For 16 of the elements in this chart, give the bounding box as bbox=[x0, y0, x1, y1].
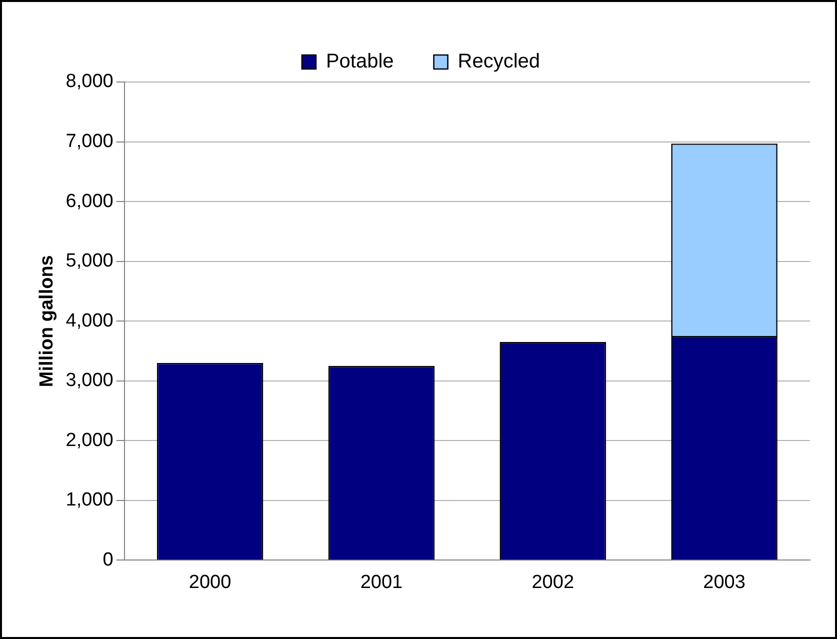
y-tick-label: 0 bbox=[102, 549, 114, 570]
x-tick-label: 2001 bbox=[360, 572, 403, 593]
y-tick-label: 7,000 bbox=[66, 131, 114, 152]
y-axis-title: Million gallons bbox=[36, 255, 58, 388]
y-tick-label: 6,000 bbox=[66, 190, 114, 212]
x-tick-label: 2000 bbox=[188, 572, 232, 593]
y-tick-label: 3,000 bbox=[66, 370, 114, 392]
legend-label: Potable bbox=[326, 50, 394, 73]
y-tick-label: 5,000 bbox=[66, 250, 114, 272]
x-tick-label: 2003 bbox=[703, 572, 746, 593]
y-tick-label: 2,000 bbox=[66, 430, 114, 451]
y-tick-label: 4,000 bbox=[66, 310, 114, 332]
y-tick-label: 8,000 bbox=[66, 71, 114, 92]
legend-label: Recycled bbox=[458, 50, 540, 73]
y-tick-label: 1,000 bbox=[66, 490, 114, 511]
x-tick-label: 2002 bbox=[532, 572, 574, 593]
